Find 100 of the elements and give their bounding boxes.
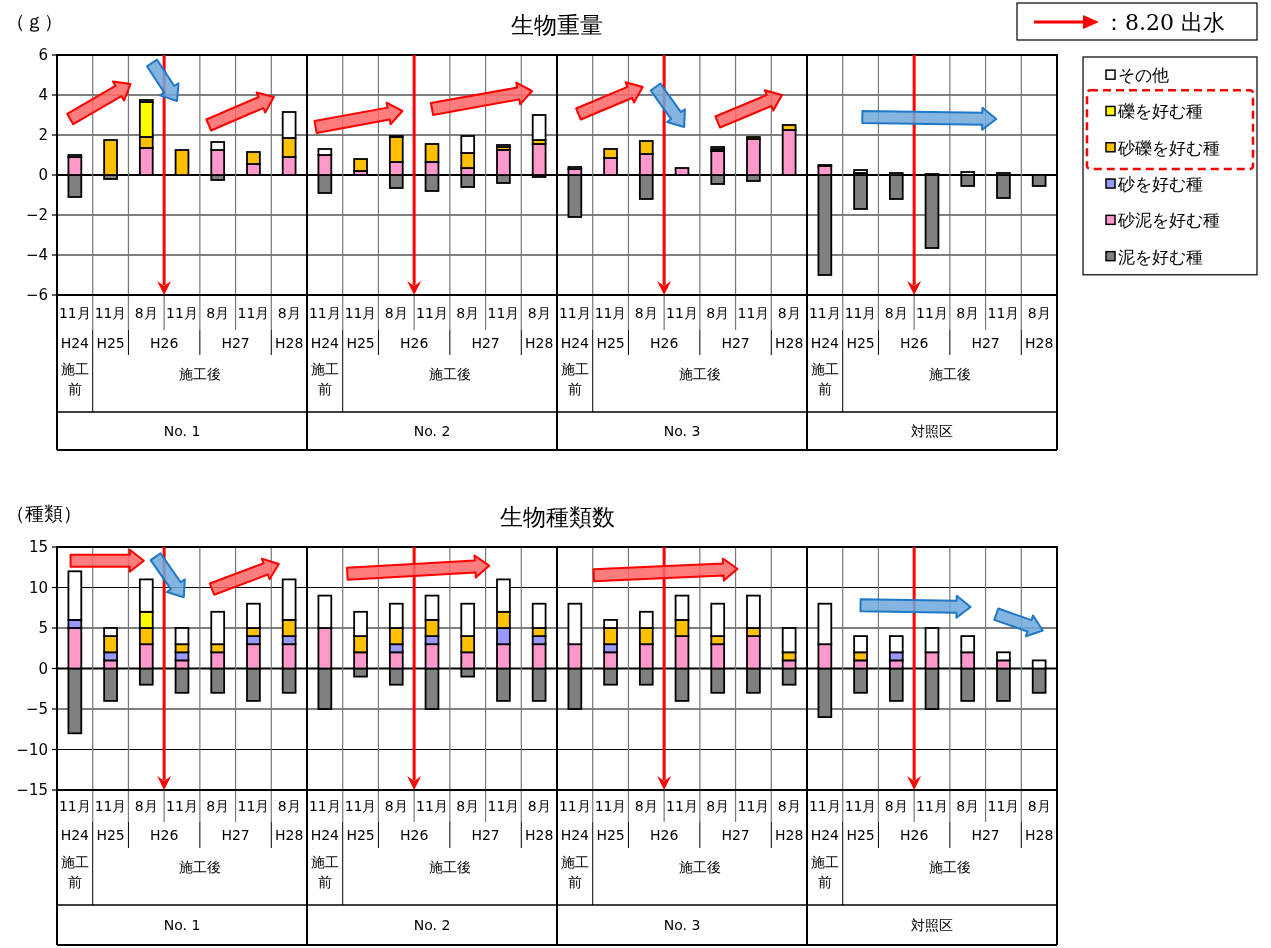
text: H25 bbox=[596, 827, 625, 843]
text: 施工前 bbox=[60, 854, 89, 890]
x-tick-label: 8月 bbox=[1027, 798, 1051, 814]
x-tick-label: 11月 bbox=[166, 798, 198, 814]
chart-title: 生物種類数 bbox=[499, 504, 615, 530]
legend-label: 泥を好む種 bbox=[1118, 246, 1203, 267]
y-axis-title: （種類） bbox=[6, 502, 82, 524]
y-tick-label: −15 bbox=[16, 781, 48, 799]
text: 施工後 bbox=[428, 365, 471, 382]
chart-title: 生物重量 bbox=[511, 12, 603, 38]
text: H25 bbox=[346, 827, 375, 843]
text: H27 bbox=[971, 827, 1000, 843]
x-tick-label: 11月 bbox=[487, 798, 520, 814]
x-tick-label: 11月 bbox=[237, 798, 270, 814]
text: H28 bbox=[774, 334, 804, 351]
x-tick-label: 11月 bbox=[594, 304, 627, 321]
text: H24 bbox=[60, 827, 90, 843]
x-tick-label: 8月 bbox=[206, 798, 230, 814]
text: H27 bbox=[471, 334, 500, 351]
legend-label: 砂を好む種 bbox=[1117, 174, 1203, 195]
x-tick-label: 11月 bbox=[666, 304, 698, 321]
y-tick-label: 2 bbox=[38, 126, 48, 144]
text: H24 bbox=[310, 334, 340, 351]
text: H27 bbox=[221, 827, 250, 843]
x-tick-label: 8月 bbox=[456, 798, 480, 814]
text: No. 1 bbox=[163, 423, 201, 439]
x-tick-label: 11月 bbox=[987, 798, 1020, 814]
x-tick-label: 11月 bbox=[808, 304, 841, 321]
text: H25 bbox=[596, 334, 625, 351]
text: H26 bbox=[649, 334, 679, 351]
y-tick-label: 10 bbox=[28, 578, 48, 597]
x-tick-label: 8月 bbox=[384, 304, 408, 321]
x-tick-label: 8月 bbox=[206, 304, 230, 321]
text: H25 bbox=[346, 334, 375, 351]
x-tick-label: 11月 bbox=[94, 304, 127, 321]
y-axis-title: （ｇ） bbox=[6, 10, 63, 32]
y-tick-label: 0 bbox=[38, 166, 48, 184]
x-tick-label: 11月 bbox=[737, 304, 770, 321]
text: 施工前 bbox=[810, 854, 839, 890]
y-tick-label: 5 bbox=[38, 619, 48, 637]
y-tick-label: 6 bbox=[38, 46, 48, 64]
x-tick-label: 11月 bbox=[916, 304, 948, 321]
y-tick-label: −4 bbox=[25, 246, 48, 264]
x-tick-label: 8月 bbox=[1027, 304, 1051, 321]
x-tick-label: 8月 bbox=[277, 304, 301, 321]
legend-label: 砂礫を好む種 bbox=[1117, 137, 1220, 158]
legend-label: 礫を好む種 bbox=[1117, 101, 1203, 122]
x-tick-label: 11月 bbox=[737, 798, 770, 814]
text: No. 3 bbox=[663, 423, 701, 439]
text: 施工前 bbox=[310, 854, 339, 890]
x-tick-label: 11月 bbox=[94, 798, 127, 814]
x-tick-label: 11月 bbox=[416, 798, 448, 814]
text: 施工後 bbox=[928, 365, 971, 382]
x-tick-label: 8月 bbox=[527, 798, 551, 814]
text: 対照区 bbox=[911, 423, 953, 439]
text: 施工後 bbox=[178, 858, 221, 875]
x-tick-label: 11月 bbox=[558, 798, 591, 814]
text: 施工前 bbox=[560, 361, 589, 397]
x-tick-label: 8月 bbox=[384, 798, 408, 814]
text: H27 bbox=[721, 334, 750, 351]
y-tick-label: 0 bbox=[38, 659, 48, 678]
x-tick-label: 11月 bbox=[308, 798, 341, 814]
text: 施工後 bbox=[428, 858, 471, 875]
x-tick-label: 11月 bbox=[808, 798, 841, 814]
text: H24 bbox=[560, 827, 590, 843]
text: H27 bbox=[221, 334, 250, 351]
x-tick-label: 11月 bbox=[416, 304, 448, 321]
x-tick-label: 11月 bbox=[844, 304, 877, 321]
text: No. 2 bbox=[413, 917, 451, 933]
text: H27 bbox=[971, 334, 1000, 351]
x-tick-label: 11月 bbox=[308, 304, 341, 321]
text: H24 bbox=[310, 827, 340, 843]
text: H28 bbox=[524, 334, 554, 351]
text: H27 bbox=[721, 827, 750, 843]
x-tick-label: 11月 bbox=[344, 798, 377, 814]
x-tick-label: 8月 bbox=[706, 798, 730, 814]
x-tick-label: 8月 bbox=[527, 304, 551, 321]
x-tick-label: 11月 bbox=[594, 798, 627, 814]
text: H28 bbox=[274, 827, 304, 843]
text: No. 3 bbox=[663, 917, 701, 933]
text: H26 bbox=[149, 827, 179, 843]
text: H24 bbox=[810, 827, 840, 843]
text: 施工前 bbox=[60, 361, 89, 397]
x-tick-label: 11月 bbox=[344, 304, 377, 321]
x-tick-label: 11月 bbox=[666, 798, 698, 814]
text: H28 bbox=[524, 827, 554, 843]
text: 施工後 bbox=[678, 858, 721, 875]
text: H25 bbox=[96, 827, 125, 843]
x-tick-label: 8月 bbox=[634, 798, 658, 814]
x-tick-label: 11月 bbox=[58, 798, 91, 814]
text: 施工後 bbox=[678, 365, 721, 382]
x-tick-label: 8月 bbox=[956, 304, 980, 321]
x-tick-label: 11月 bbox=[987, 304, 1020, 321]
text: H28 bbox=[774, 827, 804, 843]
text: H24 bbox=[810, 334, 840, 351]
y-tick-label: −5 bbox=[25, 700, 48, 718]
x-tick-label: 8月 bbox=[884, 798, 908, 814]
text: H26 bbox=[149, 334, 179, 351]
text: H28 bbox=[274, 334, 304, 351]
x-tick-label: 11月 bbox=[558, 304, 591, 321]
